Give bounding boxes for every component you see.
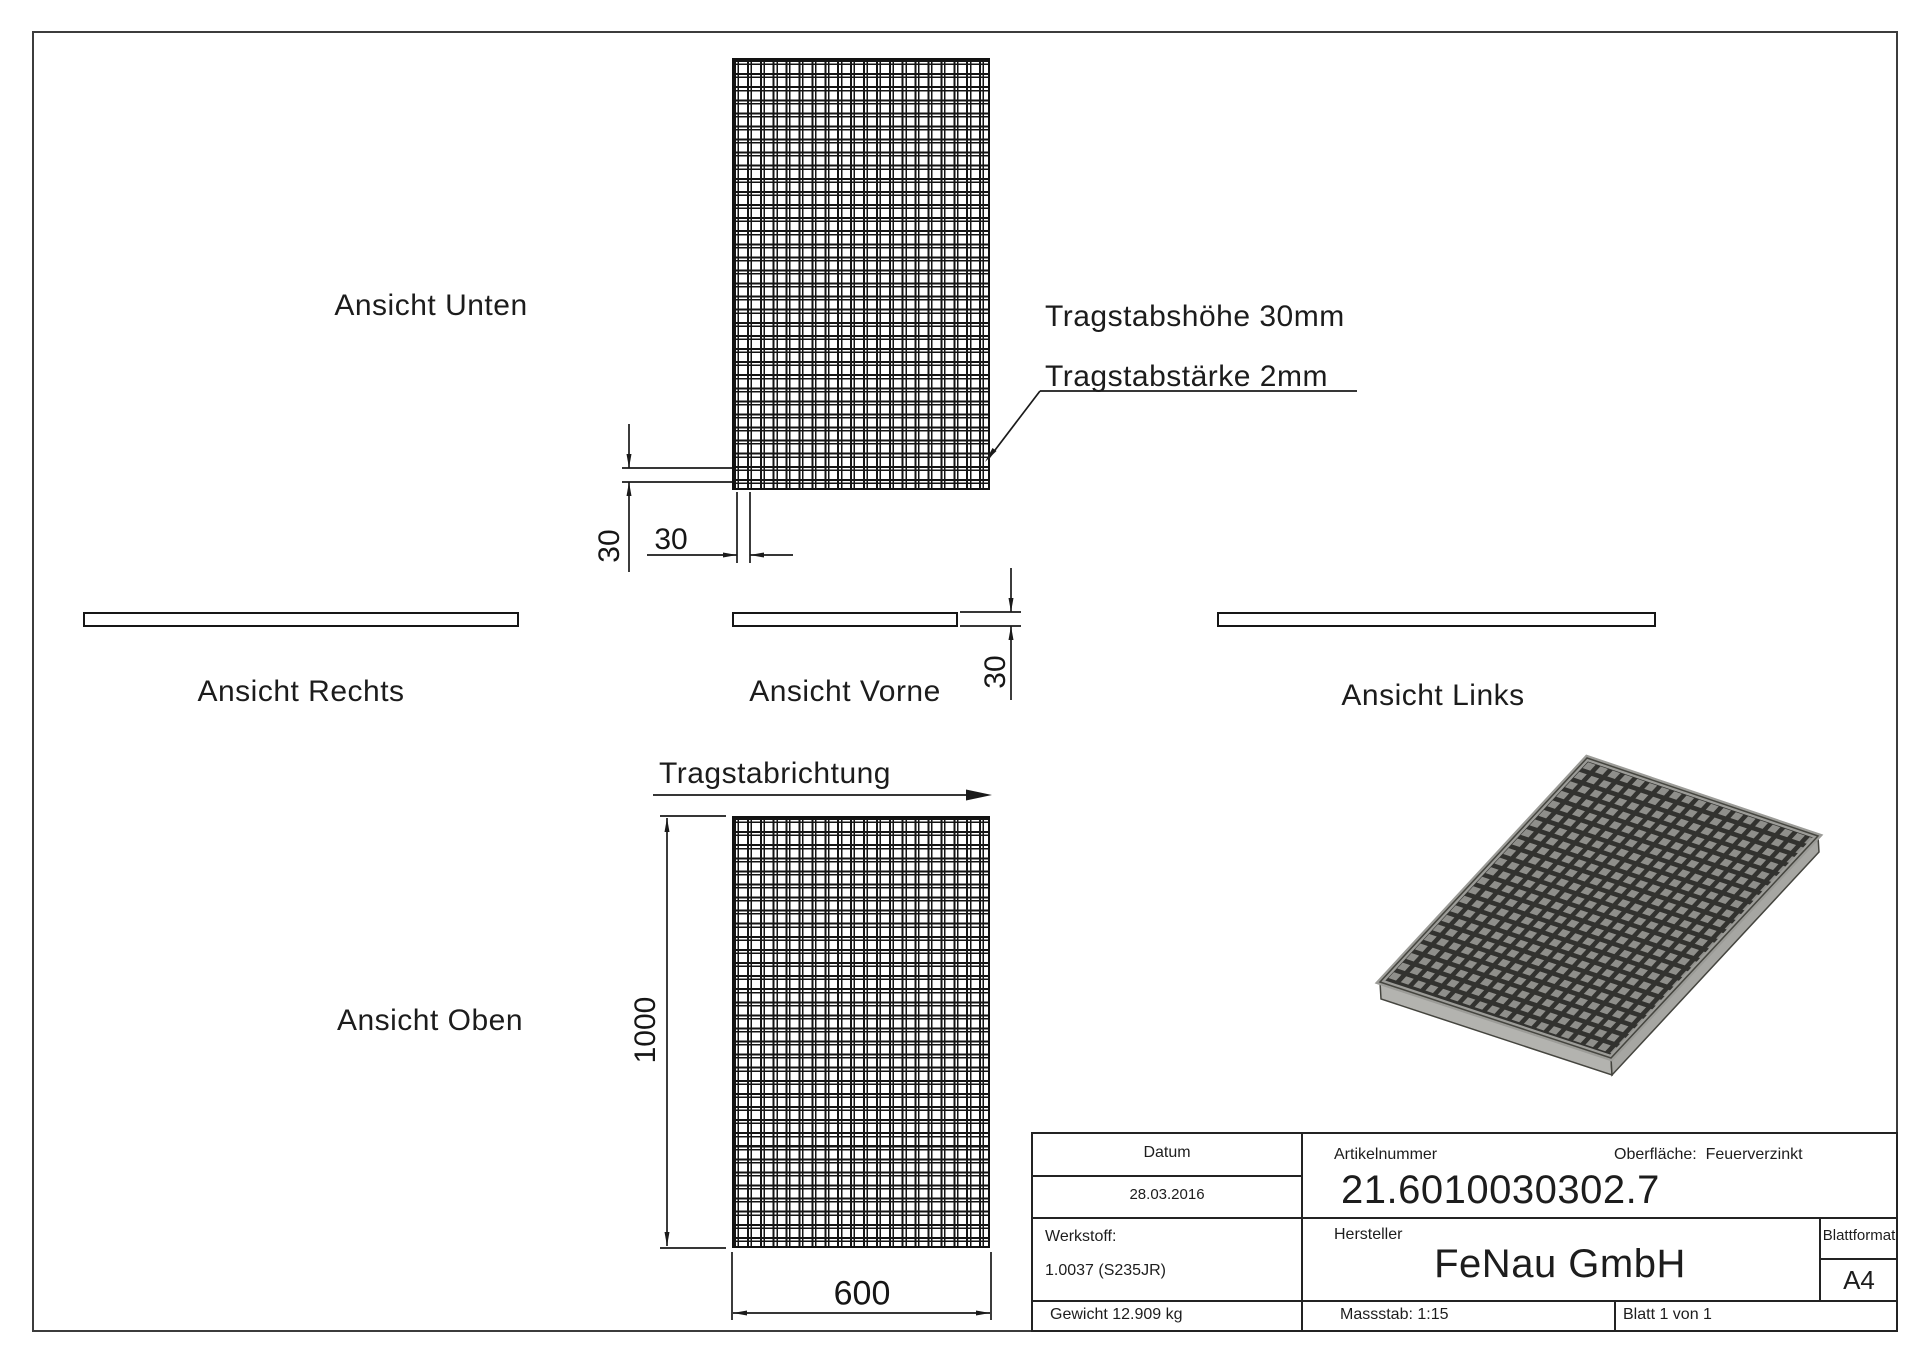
tb-hersteller-value: FeNau GmbH: [1434, 1242, 1686, 1286]
label-view-left: Ansicht Links: [1341, 679, 1525, 712]
label-bar-thickness: Tragstabstärke 2mm: [1045, 360, 1328, 393]
tb-oberflaeche-value: Feuerverzinkt: [1705, 1146, 1803, 1163]
tb-vline-2: [1614, 1300, 1616, 1330]
dim-front-height: 30: [979, 655, 1012, 689]
isometric-view: [1350, 730, 1920, 1110]
label-bar-height: Tragstabshöhe 30mm: [1045, 300, 1345, 333]
tb-werkstoff-label: Werkstoff:: [1045, 1228, 1117, 1245]
drawing-frame: [32, 31, 1898, 1332]
label-view-bottom: Ansicht Unten: [334, 289, 528, 322]
view-front-profile: [732, 612, 958, 627]
tb-werkstoff-value: 1.0037 (S235JR): [1045, 1262, 1166, 1279]
tb-vline-1: [1301, 1134, 1303, 1330]
tb-gewicht: Gewicht 12.909 kg: [1050, 1306, 1183, 1323]
tb-datum-value: 28.03.2016: [1129, 1186, 1205, 1203]
tb-blattformat-value: A4: [1843, 1265, 1875, 1295]
dim-top-length: 1000: [629, 996, 662, 1064]
dim-top-width: 600: [833, 1274, 891, 1313]
dim-mesh-pitch-vertical: 30: [593, 529, 626, 563]
dim-mesh-pitch-horizontal: 30: [654, 523, 688, 556]
tb-datum-label: Datum: [1143, 1144, 1191, 1161]
tb-artikelnummer-value: 21.6010030302.7: [1341, 1168, 1660, 1212]
title-block: Datum 28.03.2016 Artikelnummer 21.601003…: [1031, 1132, 1898, 1332]
tb-hline-datum: [1033, 1175, 1301, 1177]
tb-oberflaeche: Oberfläche: Feuerverzinkt: [1614, 1146, 1803, 1164]
label-bar-direction: Tragstabrichtung: [658, 757, 892, 790]
tb-hline-bottom: [1033, 1300, 1896, 1302]
label-view-front: Ansicht Vorne: [749, 675, 941, 708]
tb-hersteller-label: Hersteller: [1334, 1226, 1403, 1243]
tb-oberflaeche-label: Oberfläche:: [1614, 1146, 1697, 1163]
tb-hline-blattformat: [1819, 1258, 1896, 1260]
view-left-profile: [1217, 612, 1656, 627]
grating-3d: [1374, 754, 1824, 1077]
label-view-top: Ansicht Oben: [336, 1004, 524, 1037]
view-right-profile: [83, 612, 519, 627]
tb-hline-mid: [1033, 1217, 1896, 1219]
tb-blatt: Blatt 1 von 1: [1623, 1306, 1712, 1323]
tb-massstab: Massstab: 1:15: [1340, 1306, 1449, 1323]
label-view-right: Ansicht Rechts: [197, 675, 405, 708]
tb-blattformat-label: Blattformat: [1822, 1227, 1896, 1244]
view-top-mesh: [732, 816, 990, 1248]
view-bottom-mesh: [732, 58, 990, 490]
tb-artikelnummer-label: Artikelnummer: [1334, 1146, 1438, 1163]
